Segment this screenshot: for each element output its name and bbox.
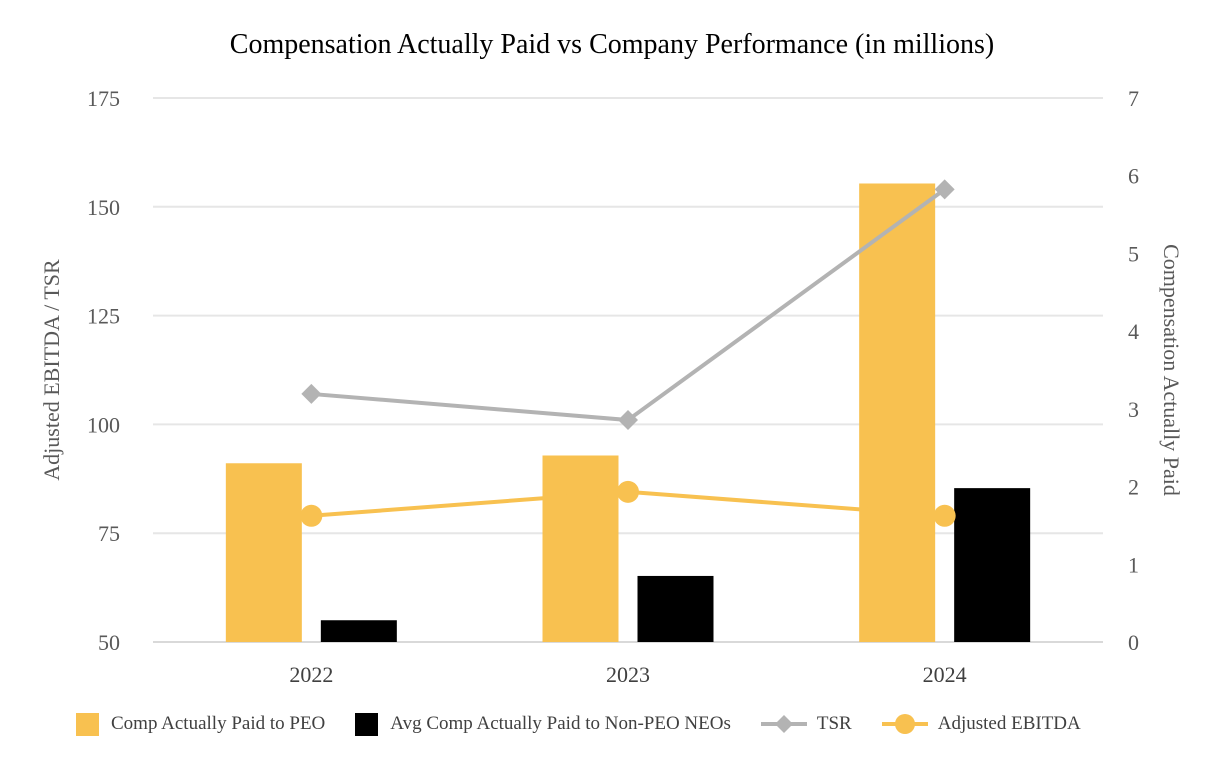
bar-peo: [542, 455, 619, 642]
legend-label-neo: Avg Comp Actually Paid to Non-PEO NEOs: [390, 713, 731, 734]
right-tick-label: 2: [1128, 475, 1139, 500]
bar-neo: [320, 620, 397, 642]
right-axis-ticks: 0 1 2 3 4 5 6 7: [1128, 86, 1139, 655]
right-tick-label: 3: [1128, 397, 1139, 422]
left-tick-label: 100: [87, 412, 120, 437]
left-tick-label: 50: [98, 630, 120, 655]
legend: Comp Actually Paid to PEO Avg Comp Actua…: [76, 708, 1081, 740]
bar-neo: [954, 488, 1031, 642]
legend-label-peo: Comp Actually Paid to PEO: [111, 713, 326, 734]
right-tick-label: 4: [1128, 319, 1139, 344]
left-tick-label: 150: [87, 195, 120, 220]
category-label: 2024: [923, 662, 967, 687]
chart-title: Compensation Actually Paid vs Company Pe…: [230, 29, 994, 60]
point-ebitda: [617, 480, 639, 503]
right-tick-label: 5: [1128, 241, 1139, 266]
category-label: 2023: [606, 662, 650, 687]
bar-peo: [859, 183, 936, 642]
legend-item-neo: Avg Comp Actually Paid to Non-PEO NEOs: [355, 712, 731, 736]
right-tick-label: 7: [1128, 86, 1139, 111]
right-tick-label: 6: [1128, 164, 1139, 189]
left-axis-title: Adjusted EBITDA / TSR: [39, 259, 64, 481]
left-tick-label: 125: [87, 304, 120, 329]
right-axis-title: Compensation Actually Paid: [1159, 244, 1184, 496]
legend-label-ebitda: Adjusted EBITDA: [937, 713, 1081, 734]
point-ebitda: [300, 504, 323, 527]
legend-swatch-neo: [355, 712, 379, 736]
legend-swatch-ebitda: [881, 714, 928, 734]
point-ebitda: [933, 504, 956, 527]
bars: [225, 183, 1031, 642]
legend-swatch-peo: [76, 712, 99, 736]
lines: [300, 179, 956, 527]
point-tsr: [934, 179, 955, 200]
right-tick-label: 0: [1128, 630, 1139, 655]
category-labels: 2022 2023 2024: [289, 662, 966, 687]
legend-item-peo: Comp Actually Paid to PEO: [76, 712, 326, 736]
bar-peo: [225, 463, 302, 642]
line-tsr: [311, 187, 946, 423]
legend-item-tsr: TSR: [760, 712, 852, 736]
legend-label-tsr: TSR: [816, 713, 852, 734]
point-tsr: [301, 383, 322, 404]
bar-neo: [637, 575, 714, 642]
left-axis-ticks: 50 75 100 125 150 175: [87, 86, 120, 655]
legend-swatch-tsr: [760, 715, 807, 733]
left-tick-label: 75: [98, 521, 120, 546]
point-tsr: [618, 410, 638, 431]
right-tick-label: 1: [1128, 552, 1139, 577]
left-tick-label: 175: [87, 86, 120, 111]
category-label: 2022: [289, 662, 333, 687]
legend-item-ebitda: Adjusted EBITDA: [881, 712, 1081, 736]
